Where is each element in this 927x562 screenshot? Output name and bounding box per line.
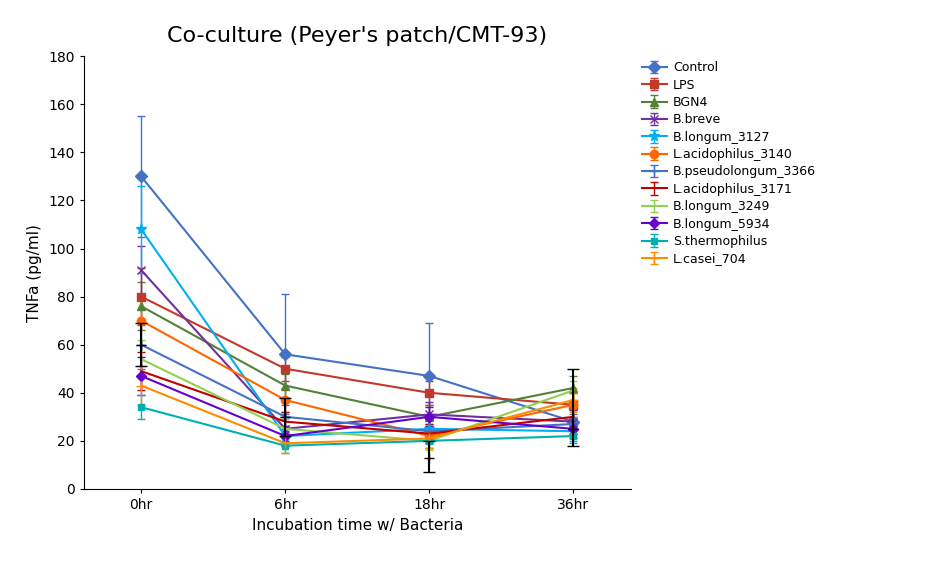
X-axis label: Incubation time w/ Bacteria: Incubation time w/ Bacteria (251, 518, 463, 533)
Title: Co-culture (Peyer's patch/CMT-93): Co-culture (Peyer's patch/CMT-93) (167, 26, 547, 46)
Legend: Control, LPS, BGN4, B.breve, B.longum_3127, L.acidophilus_3140, B.pseudolongum_3: Control, LPS, BGN4, B.breve, B.longum_31… (636, 56, 819, 270)
Y-axis label: TNFa (pg/ml): TNFa (pg/ml) (28, 224, 43, 321)
